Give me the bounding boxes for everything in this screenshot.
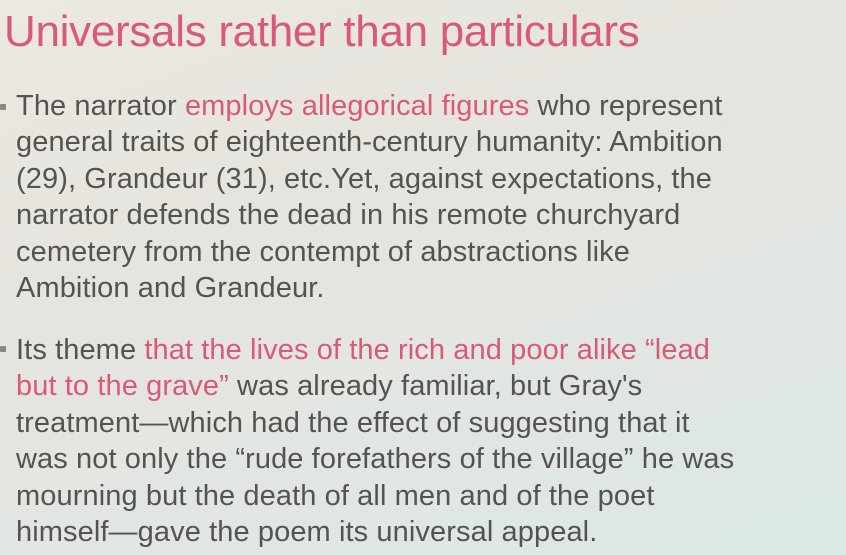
highlighted-text: but to the grave” (16, 370, 229, 403)
paragraph-line: Its theme that the lives of the rich and… (16, 332, 842, 368)
body-text: The narrator (16, 90, 185, 122)
bullet-paragraph-2: Its theme that the lives of the rich and… (16, 332, 842, 550)
body-text: (29), Grandeur (31), etc.Yet, against ex… (16, 162, 712, 195)
body-text: was not only the “rude forefathers of th… (16, 443, 735, 476)
body-text: Ambition and Grandeur. (16, 272, 325, 305)
paragraph-line: was not only the “rude forefathers of th… (16, 441, 842, 477)
bullet-marker (0, 104, 6, 110)
paragraph-line: cemetery from the contempt of abstractio… (16, 234, 842, 270)
paragraph-line: The narrator employs allegorical figures… (16, 88, 842, 124)
body-text: mourning but the death of all men and of… (16, 479, 655, 512)
body-text: general traits of eighteenth-century hum… (16, 126, 723, 159)
body-text: Its theme (16, 334, 145, 366)
highlighted-text: employs allegorical figures (184, 90, 530, 122)
bullet-paragraph-1: The narrator employs allegorical figures… (16, 88, 842, 306)
paragraph-line: mourning but the death of all men and of… (16, 478, 842, 514)
paragraph-line: (29), Grandeur (31), etc.Yet, against ex… (16, 161, 842, 197)
paragraph-line: but to the grave” was already familiar, … (16, 368, 842, 404)
paragraph-line: narrator defends the dead in his remote … (16, 197, 842, 233)
paragraph-line: Ambition and Grandeur. (16, 270, 842, 306)
slide-title: Universals rather than particulars (4, 7, 640, 56)
highlighted-text: that the lives of the rich and poor alik… (144, 334, 711, 366)
body-text: was already familiar, but Gray's (228, 370, 643, 403)
body-text: who represent (529, 90, 723, 122)
body-text: cemetery from the contempt of abstractio… (16, 235, 630, 268)
body-text: narrator defends the dead in his remote … (16, 199, 681, 232)
bullet-marker (0, 346, 6, 352)
paragraph-line: general traits of eighteenth-century hum… (16, 124, 842, 160)
body-text: treatment—which had the effect of sugges… (16, 406, 690, 439)
paragraph-line: treatment—which had the effect of sugges… (16, 405, 842, 441)
body-text: himself—gave the poem its universal appe… (16, 516, 598, 549)
paragraph-line: himself—gave the poem its universal appe… (16, 514, 842, 550)
